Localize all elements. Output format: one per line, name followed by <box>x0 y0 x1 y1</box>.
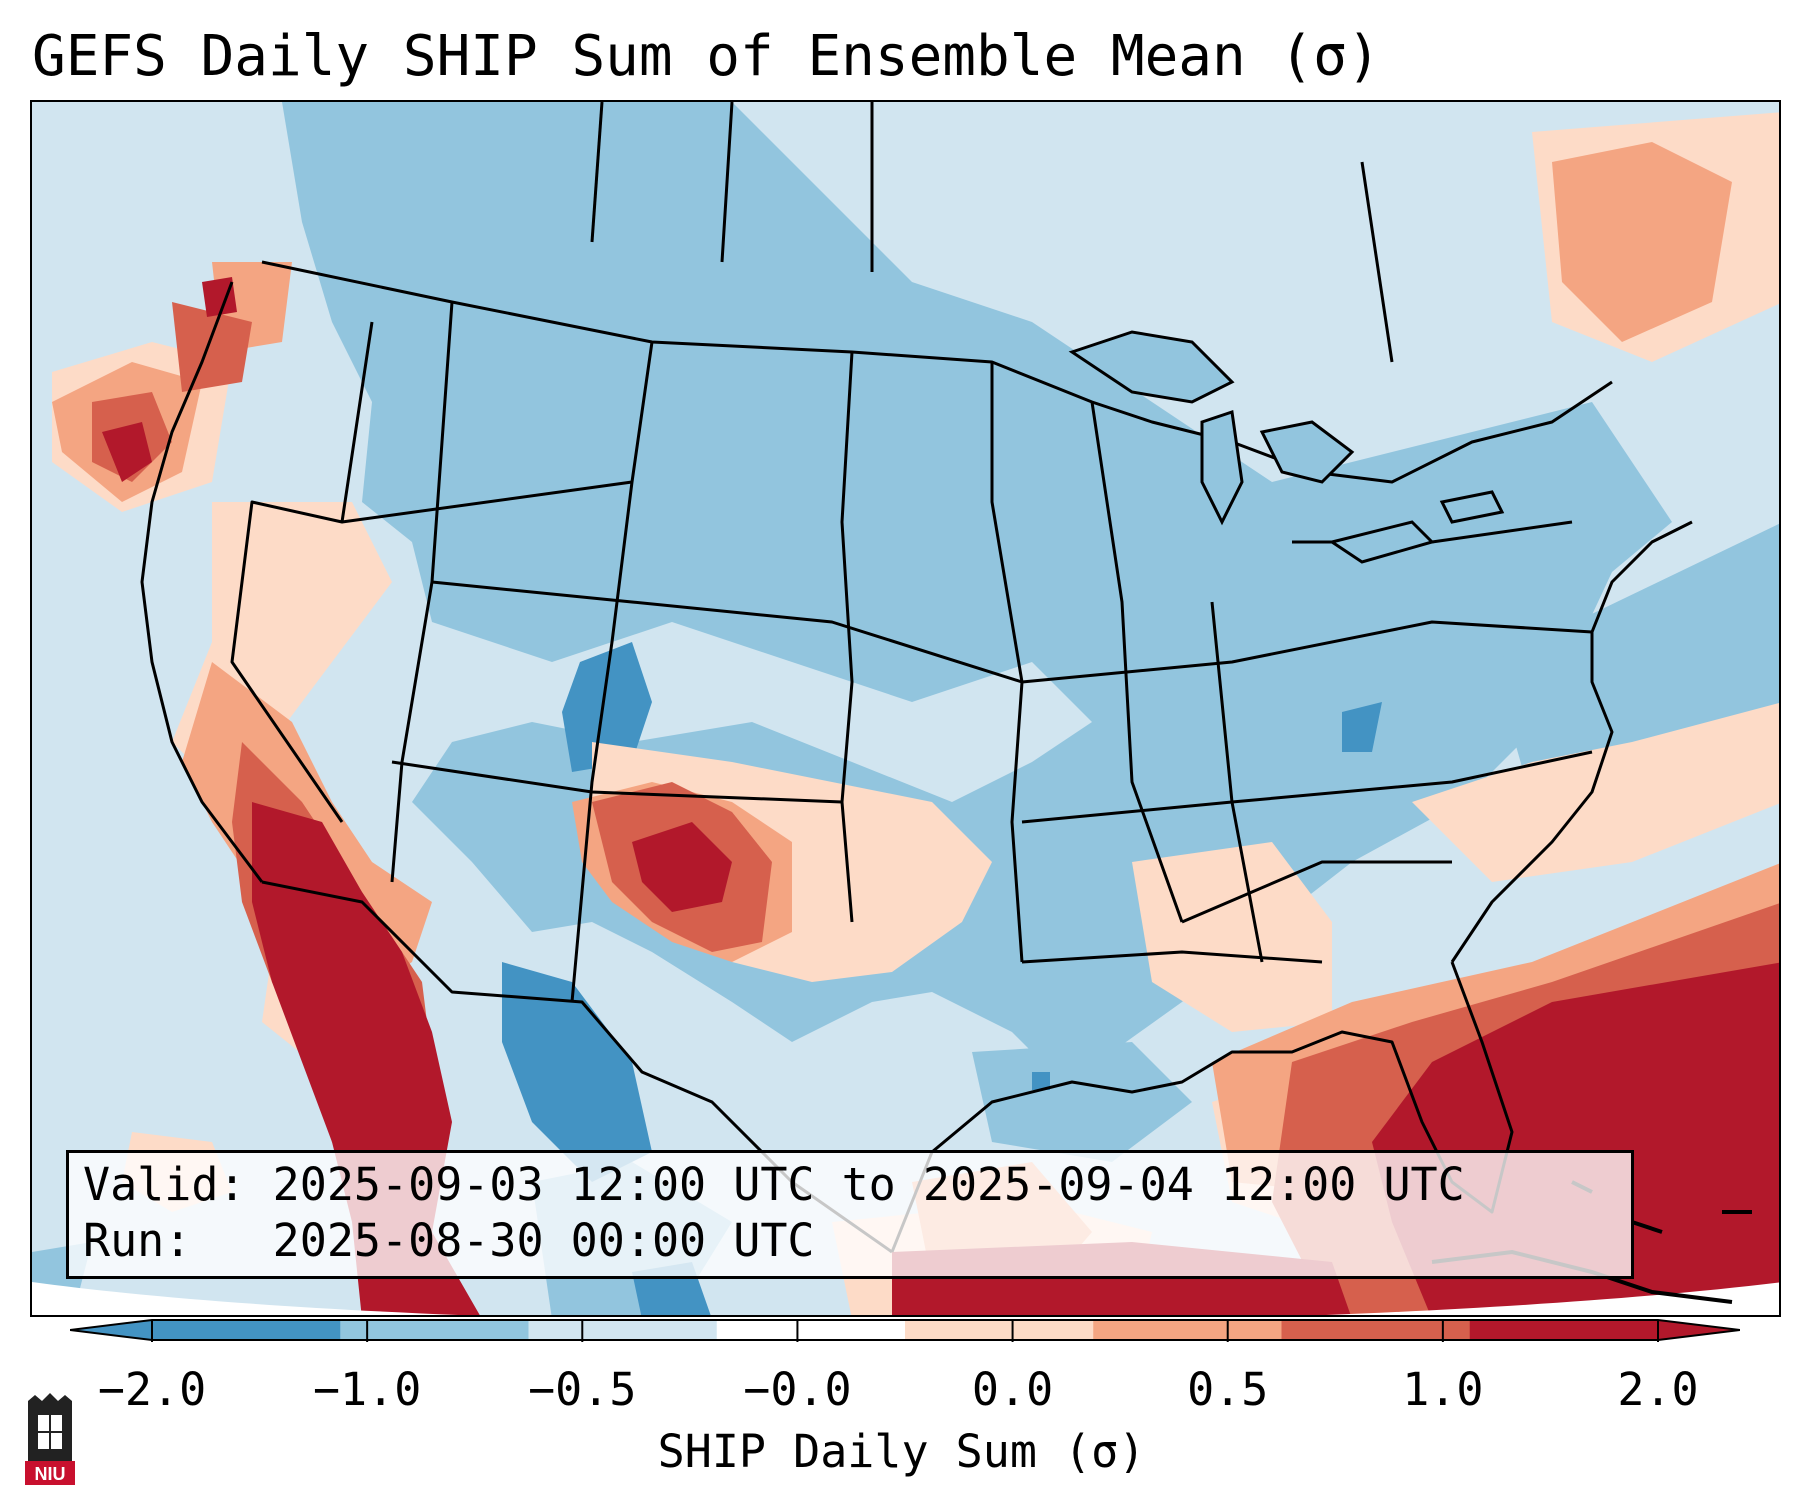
colorbar-tick-label: −0.0 <box>743 1363 852 1416</box>
colorbar-segment <box>1281 1320 1471 1340</box>
projection-edge <box>32 1282 1779 1315</box>
colorbar-segment <box>1469 1320 1659 1340</box>
map-panel <box>30 100 1781 1317</box>
colorbar-label: SHIP Daily Sum (σ) <box>657 1425 1146 1478</box>
colorbar-tick-label: −0.5 <box>528 1363 637 1416</box>
colorbar-segment <box>716 1320 906 1340</box>
strong-negative-regions <box>502 642 1382 1315</box>
colorbar-tick-label: 2.0 <box>1617 1363 1699 1416</box>
colorbar-segment <box>905 1320 1094 1340</box>
colorbar-tick-label: 0.0 <box>971 1363 1054 1416</box>
colorbar-extend-high <box>1658 1320 1740 1340</box>
run-value: 2025-08-30 00:00 UTC <box>272 1214 815 1267</box>
colorbar-tick-label: −2.0 <box>97 1363 207 1416</box>
valid-label: Valid: <box>83 1158 246 1211</box>
colorbar-extend-low <box>70 1320 152 1340</box>
map-title: GEFS Daily SHIP Sum of Ensemble Mean (σ) <box>32 24 1381 89</box>
valid-time-box: Valid: 2025-09-03 12:00 UTC to 2025-09-0… <box>66 1150 1634 1279</box>
colorbar-segment <box>340 1320 529 1340</box>
great-lakes <box>1068 330 1505 564</box>
colorbar-segment <box>1093 1320 1282 1340</box>
valid-value: 2025-09-03 12:00 UTC to 2025-09-04 12:00… <box>272 1158 1465 1211</box>
anomaly-map <box>32 102 1779 1315</box>
colorbar-tick-label: 1.0 <box>1402 1363 1484 1416</box>
colorbar-tick-label: −1.0 <box>312 1363 422 1416</box>
run-label: Run: <box>83 1214 192 1267</box>
colorbar-tick-label: 0.5 <box>1187 1363 1269 1416</box>
colorbar <box>70 1319 1740 1342</box>
colorbar-segments <box>152 1320 1659 1340</box>
niu-logo: NIU <box>25 1393 75 1485</box>
colorbar-segment <box>528 1320 718 1340</box>
logo-text: NIU <box>35 1464 66 1484</box>
colorbar-segment <box>152 1320 341 1340</box>
